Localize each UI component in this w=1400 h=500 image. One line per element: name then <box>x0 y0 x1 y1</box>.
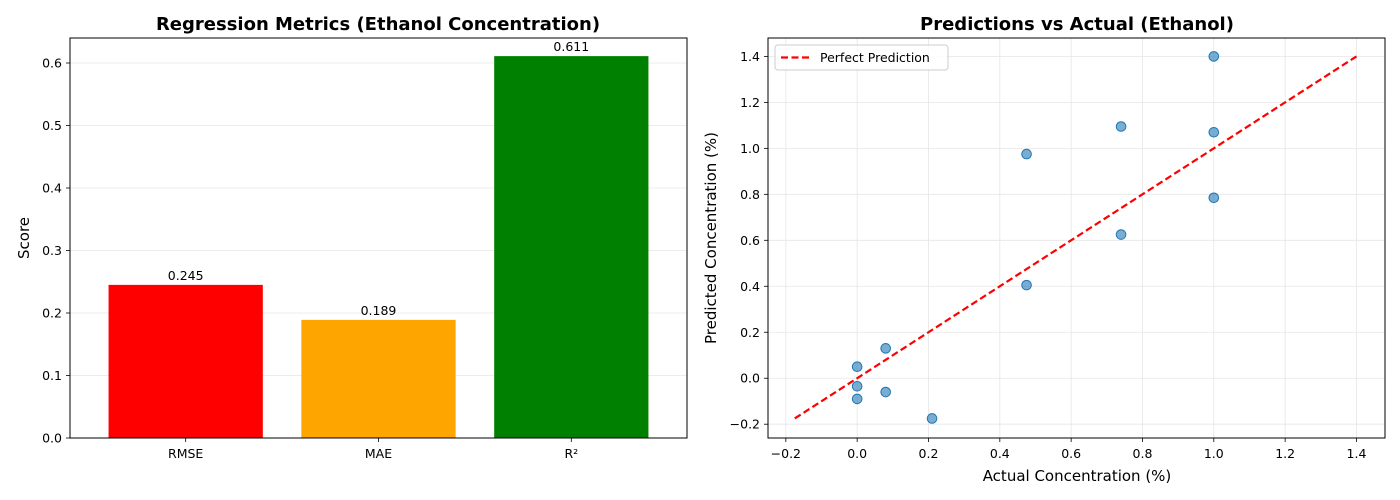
scatter-chart-title: Predictions vs Actual (Ethanol) <box>920 14 1234 35</box>
scatter-chart-frame <box>767 37 1386 439</box>
bar-chart-panel: Regression Metrics (Ethanol Concentratio… <box>15 14 688 461</box>
scatter-point-5 <box>880 386 891 398</box>
scatter-point-10 <box>1115 229 1127 240</box>
legend-entry-perfect-prediction: Perfect Prediction <box>820 50 930 65</box>
scatter-chart-x-tick-label: 0.2 <box>919 446 939 461</box>
scatter-point-9 <box>1115 121 1127 132</box>
bar-chart-y-tick-label: 0.2 <box>42 306 62 321</box>
bar-chart-value-labels: 0.245 0.189 0.611 <box>168 39 589 318</box>
scatter-chart-points <box>851 51 1220 424</box>
scatter-point-13 <box>1208 192 1220 204</box>
scatter-chart-x-tick-label: −0.2 <box>771 446 801 461</box>
scatter-chart-x-ticks: −0.2 0.0 0.2 0.4 0.6 0.8 1.0 1.2 1.4 <box>771 438 1367 461</box>
bar-value-label: 0.611 <box>553 39 589 54</box>
scatter-chart-panel: Predictions vs Actual (Ethanol) −0.2 0.0 0… <box>702 14 1386 485</box>
bar-chart-x-tick-label: R² <box>564 446 578 461</box>
scatter-chart-x-tick-label: 0.8 <box>1133 446 1153 461</box>
bar-2 <box>301 319 456 438</box>
bar-1 <box>108 284 263 438</box>
scatter-point-3 <box>851 393 863 405</box>
scatter-point-12 <box>1208 126 1220 138</box>
bar-chart-y-tick-label: 0.3 <box>42 243 62 258</box>
scatter-chart-x-axis-label: Actual Concentration (%) <box>983 467 1172 485</box>
scatter-chart-y-tick-label: 1.0 <box>740 141 760 156</box>
bar-chart-y-tick-label: 0.5 <box>42 118 62 133</box>
scatter-chart-x-tick-label: 0.6 <box>1061 446 1081 461</box>
scatter-chart-y-tick-label: 1.2 <box>740 95 760 110</box>
bar-chart-y-tick-label: 0.6 <box>42 56 62 71</box>
scatter-chart-x-tick-label: 1.0 <box>1204 446 1224 461</box>
perfect-prediction-line <box>794 55 1358 420</box>
scatter-point-1 <box>851 361 863 373</box>
scatter-point-7 <box>1021 148 1032 160</box>
scatter-chart-y-tick-label: 0.0 <box>740 371 760 386</box>
bar-chart-y-tick-label: 0.1 <box>42 368 62 383</box>
scatter-point-4 <box>880 343 891 354</box>
bar-chart-frame <box>69 37 688 439</box>
bar-chart-x-ticks: RMSE MAE R² <box>168 438 578 461</box>
scatter-chart-gridlines <box>768 38 1385 438</box>
scatter-chart-y-axis-label: Predicted Concentration (%) <box>702 132 720 344</box>
scatter-chart-y-tick-label: 0.2 <box>740 325 760 340</box>
scatter-chart-y-tick-label: 0.6 <box>740 233 760 248</box>
scatter-chart-y-tick-label: 0.8 <box>740 187 760 202</box>
bar-chart-y-tick-label: 0.4 <box>42 181 62 196</box>
bar-chart-y-tick-label: 0.0 <box>42 431 62 446</box>
bar-chart-x-tick-label: MAE <box>365 446 392 461</box>
scatter-point-6 <box>926 413 938 424</box>
bar-value-label: 0.189 <box>361 303 397 318</box>
bar-chart-y-ticks: 0.0 0.1 0.2 0.3 0.4 0.5 0.6 <box>42 56 70 446</box>
scatter-chart-x-tick-label: 0.4 <box>990 446 1010 461</box>
scatter-chart-x-tick-label: 0.0 <box>847 446 867 461</box>
scatter-point-2 <box>851 380 863 392</box>
scatter-chart-x-tick-label: 1.4 <box>1347 446 1367 461</box>
bar-chart-title: Regression Metrics (Ethanol Concentratio… <box>156 14 600 35</box>
scatter-point-8 <box>1021 279 1032 291</box>
bar-chart-x-tick-label: RMSE <box>168 446 203 461</box>
scatter-chart-reference-line <box>794 55 1358 420</box>
scatter-chart-legend: Perfect Prediction <box>774 44 949 71</box>
scatter-point-11 <box>1208 51 1220 62</box>
bar-value-label: 0.245 <box>168 268 204 283</box>
scatter-chart-x-tick-label: 1.2 <box>1275 446 1295 461</box>
bar-3 <box>494 56 649 438</box>
bar-chart-bars <box>108 56 649 438</box>
scatter-chart-y-ticks: −0.2 0.0 0.2 0.4 0.6 0.8 1.0 1.2 1.4 <box>730 49 768 432</box>
scatter-chart-y-tick-label: −0.2 <box>730 417 760 432</box>
bar-chart-y-axis-label: Score <box>15 217 33 259</box>
scatter-chart-y-tick-label: 1.4 <box>740 49 760 64</box>
scatter-chart-y-tick-label: 0.4 <box>740 279 760 294</box>
legend-box <box>774 44 949 71</box>
